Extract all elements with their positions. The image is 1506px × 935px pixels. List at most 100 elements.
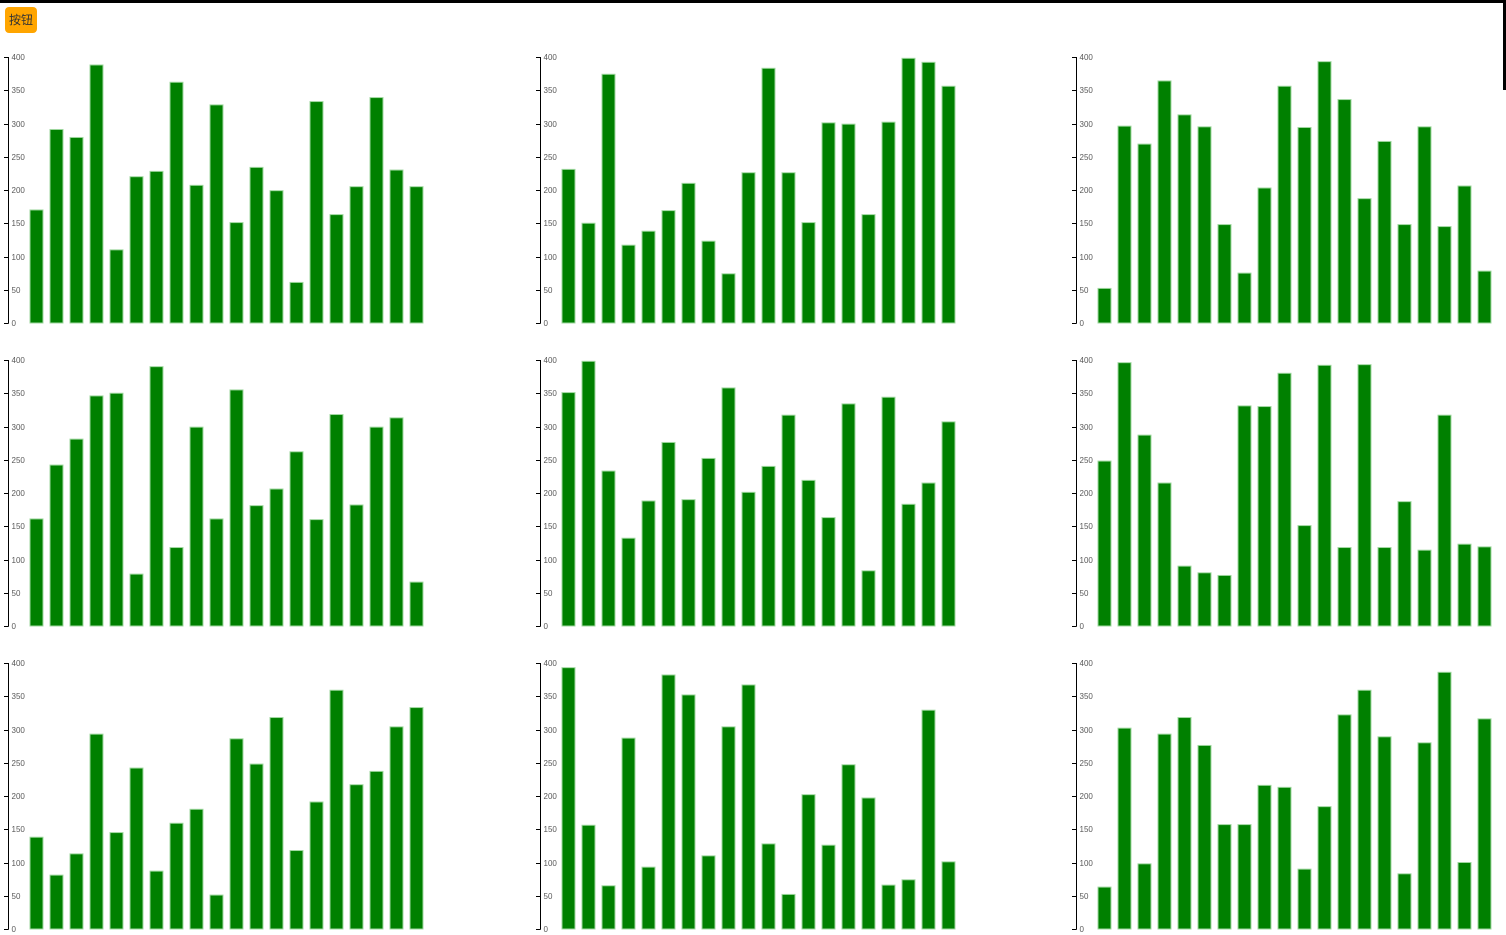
bar <box>1177 565 1192 627</box>
bar <box>1257 784 1272 930</box>
y-axis-tick-label: 300 <box>1080 120 1094 129</box>
bar <box>169 81 184 324</box>
bar-chart-canvas: 0 50 100 150 200 250 300 350 400 <box>1072 53 1492 328</box>
bar <box>109 249 124 324</box>
bar <box>841 123 856 324</box>
y-axis-tick-label: 50 <box>12 286 21 295</box>
bar <box>1477 546 1492 627</box>
bar <box>1197 126 1212 324</box>
bar <box>1417 742 1432 930</box>
y-axis-tick-label: 300 <box>544 120 558 129</box>
bar <box>89 395 104 627</box>
bar <box>1397 873 1412 930</box>
bar <box>289 281 304 324</box>
bar-chart-canvas: 0 50 100 150 200 250 300 350 400 <box>4 53 424 328</box>
bar <box>1317 61 1332 324</box>
y-axis-tick-label: 200 <box>544 186 558 195</box>
bar <box>1297 126 1312 324</box>
bar <box>369 97 384 324</box>
y-axis-tick-label: 150 <box>12 522 26 531</box>
bar-chart-canvas: 0 50 100 150 200 250 300 350 400 <box>536 659 956 934</box>
bar <box>29 518 44 627</box>
y-axis-tick-label: 250 <box>1080 456 1094 465</box>
bar <box>821 122 836 324</box>
bar <box>1117 362 1132 627</box>
bar <box>69 853 84 930</box>
bar <box>1137 863 1152 930</box>
bar <box>1297 525 1312 627</box>
bar <box>329 414 344 627</box>
window-right-border <box>1503 0 1506 90</box>
y-axis-tick-label: 100 <box>544 253 558 262</box>
bar <box>209 894 224 930</box>
bar <box>1317 806 1332 930</box>
bar <box>149 366 164 627</box>
bar <box>1337 547 1352 627</box>
bar <box>741 684 756 930</box>
y-axis-tick-label: 200 <box>12 186 26 195</box>
bar-chart-3: 0 50 100 150 200 250 300 350 400 <box>1068 45 1506 345</box>
y-axis-tick-label: 100 <box>12 556 26 565</box>
bar <box>49 128 64 324</box>
bar <box>149 870 164 930</box>
bar <box>229 222 244 324</box>
bar <box>801 479 816 627</box>
bar <box>189 808 204 930</box>
bar <box>941 861 956 930</box>
bar <box>1297 868 1312 930</box>
bar <box>1337 99 1352 324</box>
y-axis-tick-label: 50 <box>544 589 553 598</box>
bar-chart-2: 0 50 100 150 200 250 300 350 400 <box>532 45 1064 345</box>
bar <box>601 885 616 930</box>
bar <box>1317 364 1332 627</box>
bar <box>841 403 856 627</box>
y-axis-tick-label: 300 <box>12 423 26 432</box>
bar-chart-9: 0 50 100 150 200 250 300 350 400 <box>1068 651 1506 935</box>
bar <box>761 67 776 324</box>
bar <box>681 499 696 627</box>
y-axis-tick-label: 250 <box>544 759 558 768</box>
action-button[interactable]: 按钮 <box>5 7 38 33</box>
bar <box>289 451 304 627</box>
y-axis-tick-label: 0 <box>544 925 549 934</box>
bar <box>129 176 144 324</box>
bar <box>661 441 676 627</box>
y-axis-tick-label: 200 <box>1080 489 1094 498</box>
y-axis-tick-label: 150 <box>544 825 558 834</box>
bar <box>249 505 264 627</box>
bar <box>881 396 896 627</box>
bar <box>389 726 404 930</box>
bar <box>1197 572 1212 627</box>
bar <box>1337 714 1352 930</box>
y-axis-tick-label: 350 <box>12 389 26 398</box>
y-axis-tick-label: 50 <box>1080 286 1089 295</box>
bar <box>641 230 656 324</box>
y-axis-tick-label: 300 <box>544 423 558 432</box>
bar <box>701 457 716 627</box>
y-axis-tick-label: 150 <box>1080 825 1094 834</box>
bar <box>861 570 876 627</box>
bar <box>561 168 576 324</box>
bar <box>1457 185 1472 324</box>
y-axis-tick-label: 50 <box>1080 892 1089 901</box>
bar <box>1357 689 1372 930</box>
bar <box>1357 198 1372 324</box>
bar <box>49 874 64 930</box>
y-axis-tick-label: 350 <box>12 86 26 95</box>
bar <box>881 121 896 324</box>
bar <box>761 465 776 627</box>
bar <box>1197 744 1212 930</box>
bar <box>581 824 596 930</box>
y-axis-tick-label: 350 <box>544 86 558 95</box>
y-axis-tick-label: 0 <box>1080 319 1085 328</box>
y-axis-tick-label: 350 <box>1080 86 1094 95</box>
bar <box>581 360 596 627</box>
bar <box>1417 126 1432 324</box>
bar <box>821 517 836 627</box>
bar <box>409 186 424 324</box>
y-axis-tick-label: 200 <box>1080 792 1094 801</box>
bar <box>229 389 244 627</box>
bar <box>1177 717 1192 930</box>
bar <box>721 273 736 324</box>
y-axis-tick-label: 250 <box>544 456 558 465</box>
